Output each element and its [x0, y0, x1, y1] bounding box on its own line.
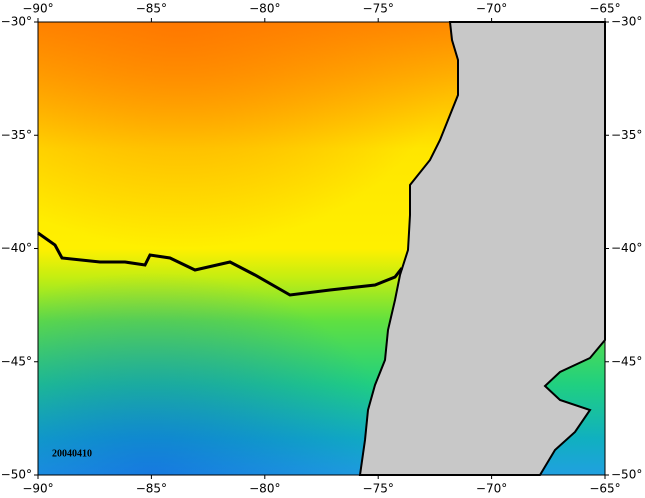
x-tick-label: −85° [136, 2, 167, 16]
y-tick-label: −45° [611, 354, 642, 368]
y-tick-label: −35° [1, 128, 32, 142]
x-tick-label: −70° [476, 2, 507, 16]
y-tick-label: −30° [611, 15, 642, 29]
x-tick-label: −90° [22, 482, 53, 496]
x-tick-label: −80° [249, 2, 280, 16]
y-tick-label: −50° [1, 468, 32, 482]
map-area: 20040410 [37, 21, 606, 476]
x-tick-label: −80° [249, 482, 280, 496]
front-line [37, 231, 404, 297]
y-tick-label: −45° [1, 354, 32, 368]
y-tick-label: −35° [611, 128, 642, 142]
y-tick-label: −40° [611, 241, 642, 255]
x-tick-label: −75° [363, 482, 394, 496]
x-tick-label: −90° [22, 2, 53, 16]
x-tick-label: −65° [589, 482, 620, 496]
y-tick-label: −40° [1, 241, 32, 255]
y-tick-label: −30° [1, 15, 32, 29]
date-label: 20040410 [52, 448, 92, 459]
x-tick-label: −75° [363, 2, 394, 16]
land [358, 21, 606, 476]
y-tick-label: −50° [611, 468, 642, 482]
x-tick-label: −85° [136, 482, 167, 496]
x-tick-label: −70° [476, 482, 507, 496]
x-tick-label: −65° [589, 2, 620, 16]
